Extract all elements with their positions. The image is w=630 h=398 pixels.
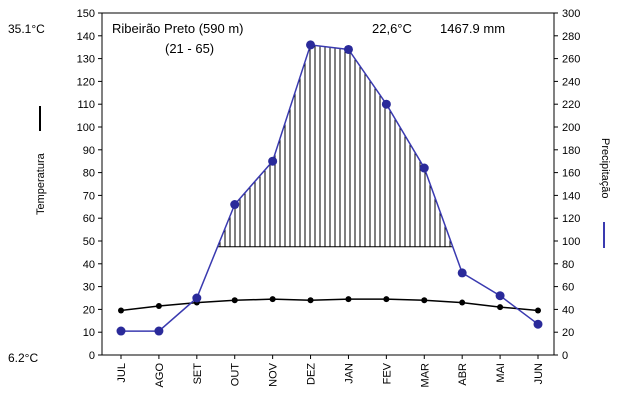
temperature-point	[118, 307, 124, 314]
precipitation-point	[533, 319, 543, 329]
series-layer	[116, 40, 543, 336]
y-left-tick-label: 0	[89, 350, 95, 362]
temperature-min-label: 6.2°C	[8, 351, 38, 365]
y-right-tick-label: 240	[562, 76, 580, 88]
y-right-tick-label: 180	[562, 145, 580, 157]
y-left-tick-label: 60	[83, 213, 95, 225]
precipitation-point	[268, 156, 278, 166]
temperature-max-label: 35.1°C	[8, 22, 45, 36]
x-tick-label: JUN	[533, 363, 545, 384]
annual-precipitation: 1467.9 mm	[440, 21, 505, 36]
x-tick-label: NOV	[268, 362, 280, 387]
precipitation-point	[495, 291, 505, 301]
y-left-tick-label: 150	[77, 8, 95, 20]
y-right-tick-label: 200	[562, 122, 580, 134]
period-label: (21 - 65)	[165, 41, 214, 56]
y-left-tick-label: 20	[83, 304, 95, 316]
y-right-tick-label: 160	[562, 168, 580, 180]
precipitation-point	[154, 326, 164, 336]
x-tick-label: ABR	[457, 363, 469, 386]
y-left-tick-label: 70	[83, 190, 95, 202]
precipitation-hatch	[217, 45, 453, 248]
plot-frame	[101, 12, 555, 356]
y-right-tick-label: 280	[562, 31, 580, 43]
x-tick-label: MAI	[495, 363, 507, 383]
precipitation-point	[230, 200, 240, 210]
y-left-tick-label: 90	[83, 145, 95, 157]
temperature-point	[497, 304, 504, 311]
temperature-point	[535, 307, 541, 314]
temperature-point	[383, 296, 390, 303]
y-left-tick-label: 120	[77, 76, 95, 88]
y-left-tick-label: 130	[77, 54, 95, 66]
y-right-tick-label: 80	[562, 259, 574, 271]
y-left-tick-label: 110	[77, 99, 95, 111]
y-left-tick-label: 140	[77, 31, 95, 43]
y-right-tick-label: 0	[562, 350, 568, 362]
y-right-tick-label: 140	[562, 190, 580, 202]
mean-temperature: 22,6°C	[372, 21, 412, 36]
x-tick-label: JAN	[343, 363, 355, 384]
precipitation-point	[343, 44, 353, 54]
y-right-tick-label: 300	[562, 8, 580, 20]
temperature-point	[269, 296, 276, 303]
temperature-point	[421, 297, 428, 304]
axes: 0 10 20 30 40 50 60 70 80 90 100 110 120 130 140 150 0 20…	[77, 8, 581, 387]
x-tick-label: SET	[192, 363, 204, 385]
y-right-tick-label: 100	[562, 236, 580, 248]
y-right-tick-label: 40	[562, 304, 574, 316]
y-left-tick-label: 50	[83, 236, 95, 248]
y-right-tick-label: 60	[562, 282, 574, 294]
y-left-tick-label: 30	[83, 282, 95, 294]
precipitation-point	[381, 99, 391, 109]
y-right-tick-label: 20	[562, 327, 574, 339]
x-tick-label: JUL	[116, 363, 128, 383]
temperature-point	[307, 297, 314, 304]
y-axis-left-label: Temperatura	[35, 152, 47, 215]
precipitation-point	[419, 163, 429, 173]
y-left-tick-label: 10	[83, 327, 95, 339]
y-left-tick-label: 100	[77, 122, 95, 134]
y-right-tick-label: 220	[562, 99, 580, 111]
temperature-point	[345, 296, 352, 303]
precipitation-series-line	[121, 44, 539, 332]
temperature-point	[231, 297, 238, 304]
precipitation-point	[192, 293, 202, 303]
y-axis-right-label: Precipitação	[599, 138, 611, 199]
x-tick-label: DEZ	[306, 363, 318, 385]
x-tick-label: FEV	[381, 362, 393, 384]
temperature-point	[459, 299, 466, 306]
y-right-tick-label: 260	[562, 54, 580, 66]
precipitation-point	[116, 326, 126, 336]
precipitation-point	[306, 40, 316, 50]
station-title: Ribeirão Preto (590 m)	[112, 21, 244, 36]
y-left-tick-label: 40	[83, 259, 95, 271]
x-tick-label: MAR	[419, 363, 431, 388]
temperature-point	[155, 302, 162, 309]
x-tick-label: OUT	[230, 363, 242, 387]
precipitation-point	[457, 268, 467, 278]
y-right-tick-label: 120	[562, 213, 580, 225]
x-tick-label: AGO	[154, 363, 166, 388]
y-left-tick-label: 80	[83, 168, 95, 180]
